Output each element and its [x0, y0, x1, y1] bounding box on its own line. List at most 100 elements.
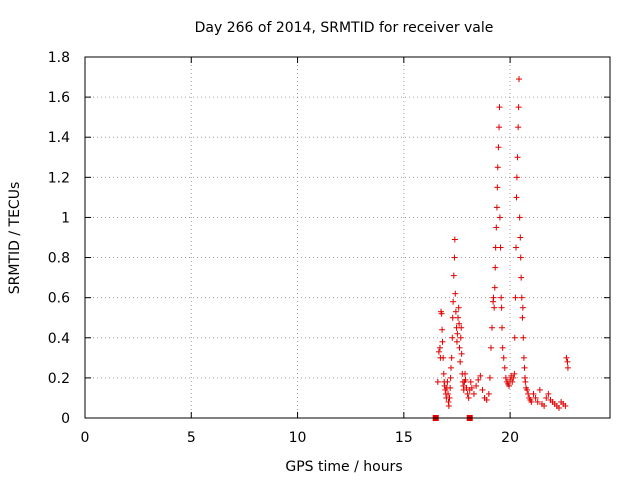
data-point — [450, 298, 457, 305]
data-point — [530, 390, 537, 397]
data-point — [518, 294, 525, 301]
data-point — [564, 358, 571, 365]
data-point — [496, 104, 503, 111]
data-point — [499, 344, 506, 351]
x-tick-label: 20 — [501, 430, 519, 446]
data-point — [462, 376, 469, 383]
data-point — [496, 214, 503, 221]
data-point — [524, 386, 531, 393]
data-point — [451, 236, 458, 243]
data-point — [564, 364, 571, 371]
data-point — [502, 374, 509, 381]
data-point — [496, 124, 503, 131]
y-tick-label: 1.4 — [48, 130, 70, 146]
data-point — [534, 398, 541, 405]
data-point — [490, 294, 497, 301]
data-point — [483, 396, 490, 403]
data-point — [485, 390, 492, 397]
data-point — [497, 244, 504, 251]
data-point — [519, 304, 526, 311]
chart-title: Day 266 of 2014, SRMTID for receiver val… — [195, 20, 494, 36]
data-point — [446, 394, 453, 401]
data-point — [462, 370, 469, 377]
data-point — [439, 338, 446, 345]
y-axis-label: SRMTID / TECUs — [7, 182, 23, 295]
data-point — [543, 394, 550, 401]
data-point — [515, 104, 522, 111]
data-point — [445, 402, 452, 409]
data-point — [501, 364, 508, 371]
x-tick-label: 5 — [187, 430, 196, 446]
plot-frame — [84, 56, 611, 419]
y-tick-label: 1 — [61, 210, 70, 226]
data-point — [492, 264, 499, 271]
data-point — [525, 390, 532, 397]
data-point — [449, 314, 456, 321]
data-point — [479, 386, 486, 393]
y-tick-label: 1.6 — [48, 90, 70, 106]
x-tick-label: 15 — [395, 430, 413, 446]
data-point — [465, 394, 472, 401]
data-point — [436, 344, 443, 351]
x-tick-label: 10 — [289, 430, 307, 446]
data-point — [448, 364, 455, 371]
data-point — [506, 382, 513, 389]
data-point — [456, 344, 463, 351]
y-tick-label: 1.2 — [48, 170, 70, 186]
data-point — [444, 378, 451, 385]
data-point — [532, 394, 539, 401]
data-point — [509, 378, 516, 385]
grid-lines — [85, 57, 610, 418]
data-point — [513, 244, 520, 251]
data-point — [516, 214, 523, 221]
y-tick-label: 0.2 — [48, 371, 70, 387]
data-point — [457, 334, 464, 341]
data-point — [447, 384, 454, 391]
data-point — [499, 324, 506, 331]
data-point — [519, 314, 526, 321]
data-point — [517, 234, 524, 241]
data-point — [528, 398, 535, 405]
data-point — [516, 76, 523, 83]
data-point — [493, 224, 500, 231]
y-tick-label: 0 — [61, 411, 70, 427]
data-point — [510, 374, 517, 381]
data-point — [434, 378, 441, 385]
data-point — [454, 330, 461, 337]
data-point — [493, 204, 500, 211]
data-point — [477, 372, 484, 379]
data-point — [457, 358, 464, 365]
data-point — [515, 124, 522, 131]
data-point — [451, 254, 458, 261]
data-point — [452, 290, 459, 297]
data-point — [453, 338, 460, 345]
data-point — [449, 334, 456, 341]
data-point — [467, 378, 474, 385]
data-point — [498, 304, 505, 311]
data-point — [475, 376, 482, 383]
data-point — [455, 314, 462, 321]
data-point — [514, 154, 521, 161]
data-point — [494, 164, 501, 171]
x-axis-label: GPS time / hours — [285, 459, 402, 475]
data-point — [520, 334, 527, 341]
y-tick-label: 1.8 — [48, 50, 70, 66]
data-point — [464, 390, 471, 397]
data-point — [541, 402, 548, 409]
data-point — [435, 348, 442, 355]
axis-ticks: 0 0.2 0.4 0.6 0.8 1 1.2 1.4 1.6 1.8 0 5 10 15 20 — [48, 50, 610, 446]
data-point — [562, 402, 569, 409]
data-point — [487, 344, 494, 351]
data-point — [518, 274, 525, 281]
data-point — [500, 354, 507, 361]
data-point — [498, 294, 505, 301]
y-tick-label: 0.4 — [48, 331, 70, 347]
data-point — [439, 326, 446, 333]
data-point — [517, 254, 524, 261]
data-point — [458, 324, 465, 331]
data-point — [513, 174, 520, 181]
data-point — [440, 370, 447, 377]
data-point — [545, 390, 552, 397]
data-point — [470, 390, 477, 397]
